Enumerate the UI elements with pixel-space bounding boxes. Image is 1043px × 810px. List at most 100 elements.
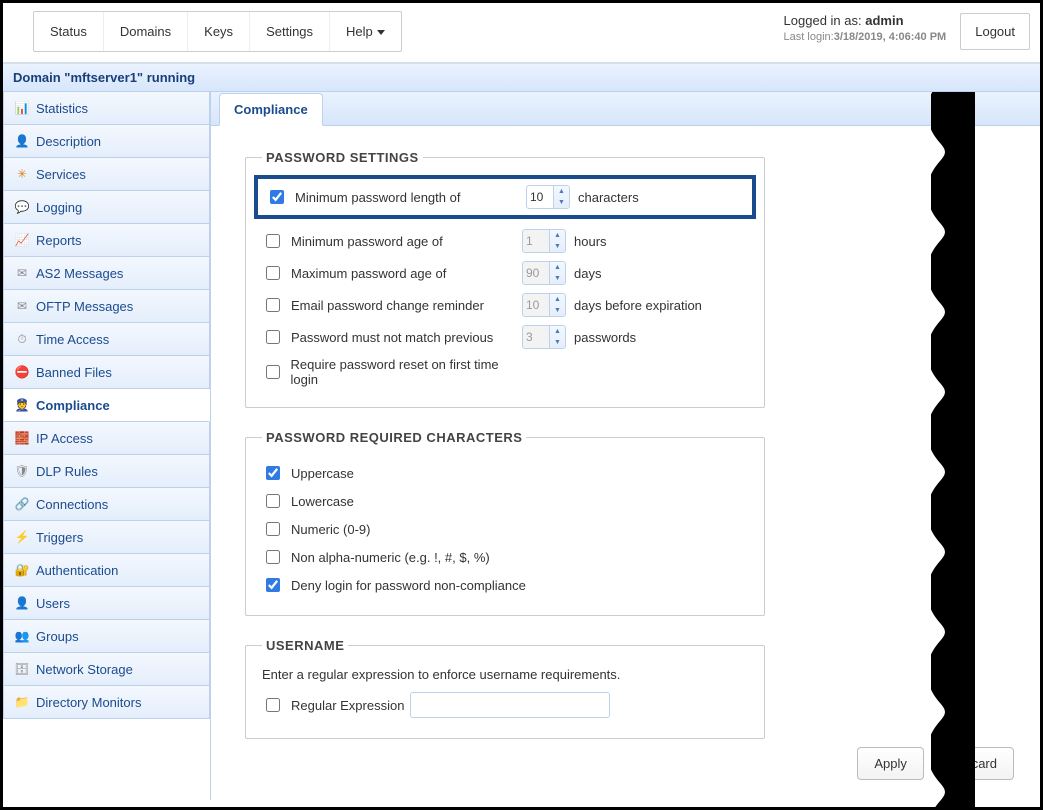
setting-label: Maximum password age of (291, 266, 446, 281)
username-help-text: Enter a regular expression to enforce us… (262, 667, 748, 682)
description-icon: 👤 (14, 133, 30, 149)
chevron-down-icon (377, 30, 385, 35)
sidebar-item-statistics[interactable]: 📊 Statistics (3, 92, 210, 125)
setting-checkbox[interactable] (266, 266, 280, 280)
required-char-checkbox[interactable] (266, 466, 280, 480)
password-setting-row: Minimum password length of▲▼characters (254, 175, 756, 219)
domain-banner: Domain "mftserver1" running (3, 63, 1040, 92)
sidebar-item-users[interactable]: 👤Users (3, 587, 210, 620)
sidebar-item-compliance[interactable]: 👮Compliance (3, 389, 210, 422)
number-spinner: ▲▼ (522, 261, 566, 285)
sidebar-item-directory-monitors[interactable]: 📁Directory Monitors (3, 686, 210, 719)
logging-icon: 💬 (14, 199, 30, 215)
logout-button[interactable]: Logout (960, 13, 1030, 50)
spinner-input (523, 294, 549, 316)
banned-files-icon: ⛔ (14, 364, 30, 380)
users-icon: 👤 (14, 595, 30, 611)
number-spinner[interactable]: ▲▼ (526, 185, 570, 209)
reports-icon: 📈 (14, 232, 30, 248)
sidebar-item-time-access[interactable]: ⏱ Time Access (3, 323, 210, 356)
network-storage-icon: 🗄 (14, 661, 30, 677)
setting-label: Minimum password age of (291, 234, 443, 249)
spinner-down-icon[interactable]: ▼ (554, 197, 569, 208)
sidebar-item-as2-messages[interactable]: ✉AS2 Messages (3, 257, 210, 290)
spinner-up-icon: ▲ (550, 230, 565, 241)
sidebar-item-label: Time Access (36, 332, 109, 347)
sidebar-item-network-storage[interactable]: 🗄Network Storage (3, 653, 210, 686)
sidebar-item-services[interactable]: ✳Services (3, 158, 210, 191)
dlp-rules-icon: 🛡 (14, 463, 30, 479)
sidebar-item-label: Triggers (36, 530, 83, 545)
menu-item-settings[interactable]: Settings (250, 12, 330, 51)
password-setting-row: Maximum password age of ▲▼ days (262, 257, 748, 289)
username-legend: USERNAME (262, 638, 348, 653)
menu-item-domains[interactable]: Domains (104, 12, 188, 51)
setting-label-wrap: Password must not match previous (262, 327, 522, 347)
setting-checkbox[interactable] (266, 365, 280, 379)
sidebar-item-logging[interactable]: 💬Logging (3, 191, 210, 224)
setting-suffix: days (574, 266, 601, 281)
regex-checkbox[interactable] (266, 698, 280, 712)
required-chars-legend: PASSWORD REQUIRED CHARACTERS (262, 430, 526, 445)
required-char-checkbox[interactable] (266, 550, 280, 564)
menu-item-status[interactable]: Status (34, 12, 104, 51)
required-char-label: Non alpha-numeric (e.g. !, #, $, %) (291, 550, 490, 565)
menu-item-keys[interactable]: Keys (188, 12, 250, 51)
menu-item-help[interactable]: Help (330, 12, 401, 51)
sidebar-item-oftp-messages[interactable]: ✉OFTP Messages (3, 290, 210, 323)
required-char-label-wrap: Deny login for password non-compliance (262, 575, 526, 595)
top-bar: StatusDomainsKeysSettingsHelp Logged in … (3, 3, 1040, 63)
sidebar-item-description[interactable]: 👤 Description (3, 125, 210, 158)
sidebar-item-ip-access[interactable]: 🧱IP Access (3, 422, 210, 455)
last-login-value: 3/18/2019, 4:06:40 PM (834, 31, 947, 43)
spinner-up-icon: ▲ (550, 262, 565, 273)
password-setting-row: Require password reset on first time log… (262, 353, 748, 391)
tab-compliance[interactable]: Compliance (219, 93, 323, 126)
time-access-icon: ⏱ (14, 331, 30, 347)
setting-value-wrap: ▲▼days before expiration (522, 293, 702, 317)
sidebar-item-connections[interactable]: 🔗Connections (3, 488, 210, 521)
sidebar-item-label: Description (36, 134, 101, 149)
regex-input[interactable] (410, 692, 610, 718)
sidebar-item-label: Authentication (36, 563, 118, 578)
apply-button[interactable]: Apply (857, 747, 924, 780)
required-char-checkbox[interactable] (266, 494, 280, 508)
setting-label-wrap: Email password change reminder (262, 295, 522, 315)
spinner-input[interactable] (527, 186, 553, 208)
setting-checkbox[interactable] (266, 298, 280, 312)
services-icon: ✳ (14, 166, 30, 182)
regex-label-wrap: Regular Expression (262, 695, 404, 715)
sidebar-item-groups[interactable]: 👥Groups (3, 620, 210, 653)
sidebar-item-label: Connections (36, 497, 108, 512)
required-char-label-wrap: Uppercase (262, 463, 354, 483)
sidebar-item-banned-files[interactable]: ⛔Banned Files (3, 356, 210, 389)
required-char-label: Lowercase (291, 494, 354, 509)
required-char-label: Deny login for password non-compliance (291, 578, 526, 593)
sidebar-item-label: Directory Monitors (36, 695, 141, 710)
sidebar-item-label: Statistics (36, 101, 88, 116)
logged-in-user: admin (865, 13, 903, 28)
setting-checkbox[interactable] (266, 234, 280, 248)
spinner-up-icon[interactable]: ▲ (554, 186, 569, 197)
password-settings-legend: PASSWORD SETTINGS (262, 150, 423, 165)
spinner-down-icon: ▼ (550, 273, 565, 284)
statistics-icon: 📊 (14, 100, 30, 116)
required-char-label-wrap: Lowercase (262, 491, 354, 511)
sidebar-item-dlp-rules[interactable]: 🛡DLP Rules (3, 455, 210, 488)
sidebar-item-reports[interactable]: 📈Reports (3, 224, 210, 257)
app-frame: StatusDomainsKeysSettingsHelp Logged in … (0, 0, 1043, 810)
setting-suffix: days before expiration (574, 298, 702, 313)
sidebar-item-authentication[interactable]: 🔐Authentication (3, 554, 210, 587)
required-char-checkbox[interactable] (266, 522, 280, 536)
password-setting-row: Minimum password age of▲▼hours (262, 225, 748, 257)
sidebar-item-triggers[interactable]: ⚡Triggers (3, 521, 210, 554)
required-char-checkbox[interactable] (266, 578, 280, 592)
spinner-input (523, 326, 549, 348)
password-setting-row: Password must not match previous▲▼passwo… (262, 321, 748, 353)
setting-label-wrap: Require password reset on first time log… (262, 357, 522, 387)
setting-checkbox[interactable] (270, 190, 284, 204)
required-char-row: Non alpha-numeric (e.g. !, #, $, %) (262, 543, 748, 571)
number-spinner: ▲▼ (522, 325, 566, 349)
discard-button[interactable]: Discard (936, 747, 1014, 780)
setting-checkbox[interactable] (266, 330, 280, 344)
